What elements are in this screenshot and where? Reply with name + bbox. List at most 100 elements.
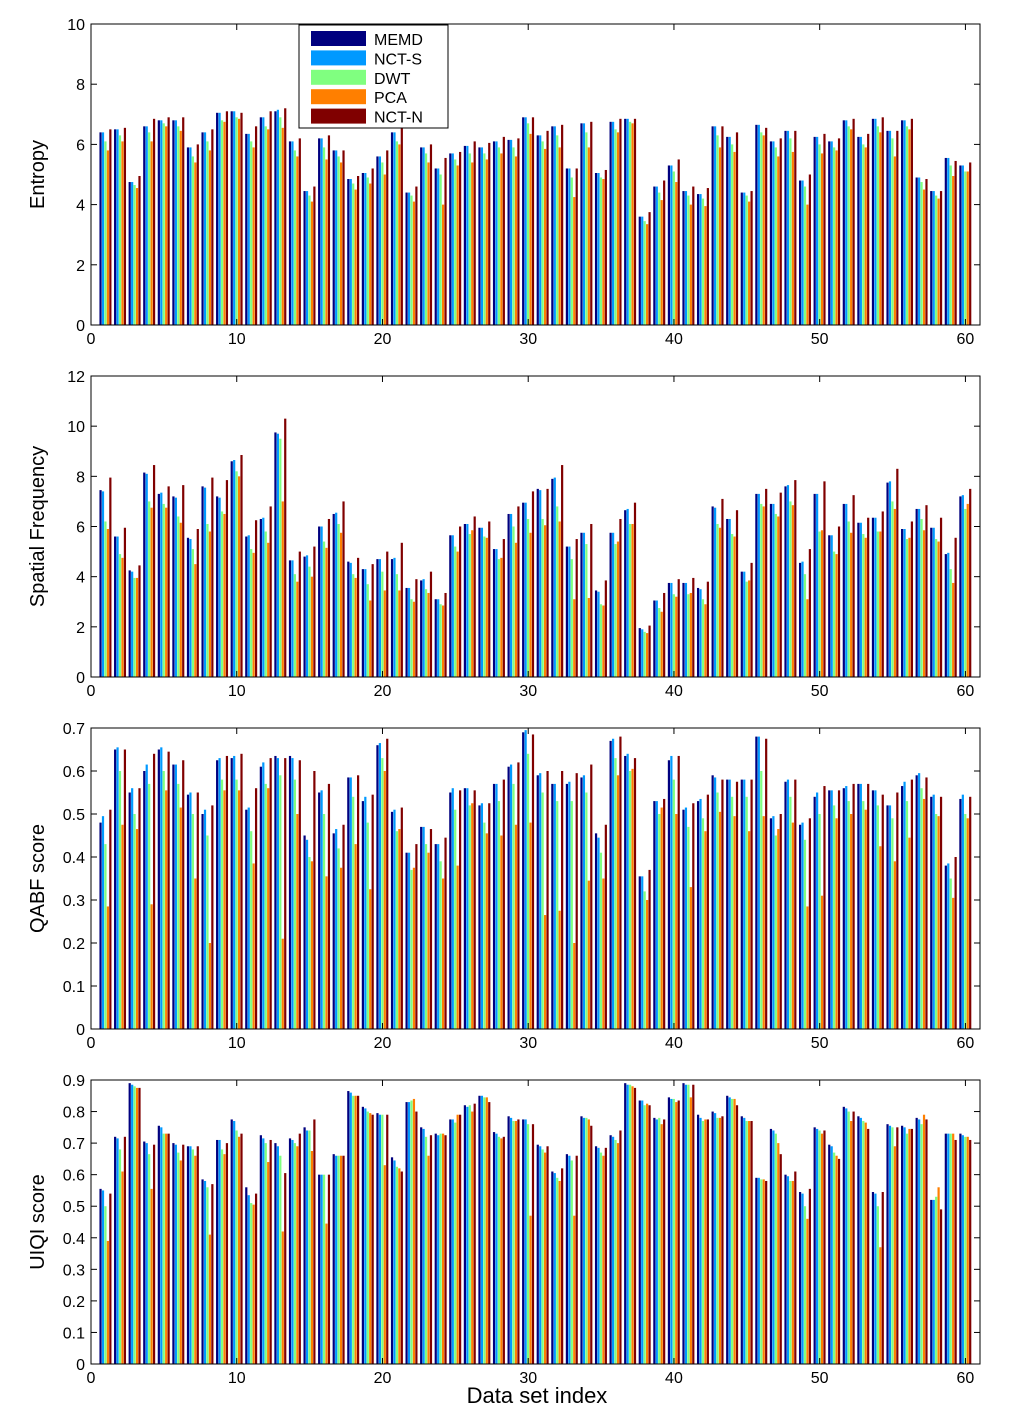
bar-nct-s-58 bbox=[932, 191, 935, 325]
bar-dwt-27 bbox=[483, 1097, 486, 1364]
bar-pca-50 bbox=[820, 1133, 824, 1364]
bar-pca-32 bbox=[558, 521, 561, 677]
bar-pca-6 bbox=[179, 807, 182, 1029]
bar-nct-s-10 bbox=[233, 460, 236, 677]
bar-pca-29 bbox=[514, 1121, 518, 1364]
bar-nct-n-16 bbox=[327, 783, 331, 1029]
bar-nct-n-49 bbox=[808, 549, 811, 677]
bar-pca-4 bbox=[150, 141, 153, 325]
bar-nct-s-30 bbox=[524, 730, 527, 1029]
bar-nct-s-5 bbox=[160, 1127, 163, 1364]
bar-nct-n-59 bbox=[954, 160, 957, 325]
bar-dwt-31 bbox=[541, 792, 544, 1029]
bar-dwt-35 bbox=[599, 1152, 603, 1364]
bar-nct-n-58 bbox=[939, 517, 943, 677]
bar-nct-s-16 bbox=[320, 790, 323, 1029]
bar-nct-s-58 bbox=[932, 794, 935, 1029]
bar-dwt-40 bbox=[672, 1098, 675, 1364]
bar-pca-45 bbox=[748, 201, 751, 325]
bar-dwt-14 bbox=[293, 574, 297, 677]
bar-dwt-39 bbox=[658, 1117, 661, 1364]
bar-nct-n-7 bbox=[196, 144, 199, 325]
bar-nct-n-14 bbox=[298, 138, 301, 325]
bar-dwt-23 bbox=[424, 153, 428, 325]
bar-dwt-44 bbox=[731, 1098, 734, 1364]
bar-pca-37 bbox=[631, 768, 634, 1029]
axes-frame bbox=[90, 1079, 981, 1365]
bar-dwt-39 bbox=[658, 608, 661, 677]
bar-memd-52 bbox=[842, 503, 845, 677]
bars-qabf-score bbox=[99, 730, 972, 1029]
x-tick-label: 40 bbox=[665, 331, 683, 348]
bar-nct-n-30 bbox=[531, 117, 535, 325]
bar-nct-s-29 bbox=[509, 764, 513, 1029]
bar-nct-s-37 bbox=[626, 1084, 629, 1364]
bar-nct-s-54 bbox=[874, 1193, 877, 1364]
bar-dwt-59 bbox=[949, 165, 952, 325]
bar-nct-s-7 bbox=[189, 792, 192, 1029]
bar-pca-15 bbox=[310, 201, 314, 325]
bar-nct-s-19 bbox=[364, 796, 367, 1029]
bar-pca-1 bbox=[106, 529, 109, 677]
bar-nct-n-26 bbox=[473, 790, 476, 1029]
bar-nct-s-38 bbox=[641, 629, 644, 677]
bar-pca-31 bbox=[544, 915, 547, 1029]
bar-pca-40 bbox=[675, 814, 678, 1029]
bar-nct-n-9 bbox=[225, 111, 229, 325]
bar-nct-s-5 bbox=[160, 747, 163, 1029]
bar-pca-59 bbox=[952, 897, 955, 1029]
legend-label-nct-n: NCT-N bbox=[374, 110, 423, 127]
bar-nct-s-36 bbox=[611, 738, 615, 1029]
bar-nct-s-39 bbox=[655, 600, 658, 677]
bar-memd-16 bbox=[318, 792, 321, 1029]
bar-memd-30 bbox=[522, 1119, 525, 1364]
bar-nct-n-2 bbox=[123, 127, 127, 325]
bar-dwt-4 bbox=[148, 1154, 151, 1364]
bar-nct-n-57 bbox=[925, 1119, 928, 1364]
bar-nct-n-25 bbox=[459, 526, 462, 677]
bar-dwt-2 bbox=[118, 1149, 122, 1364]
bar-nct-s-5 bbox=[160, 120, 163, 325]
bar-pca-53 bbox=[864, 1122, 867, 1364]
bar-pca-33 bbox=[573, 197, 576, 325]
bar-nct-s-21 bbox=[393, 1160, 396, 1364]
bar-nct-s-15 bbox=[305, 191, 309, 325]
bar-nct-n-28 bbox=[502, 539, 505, 677]
bar-dwt-48 bbox=[789, 138, 792, 325]
bar-pca-44 bbox=[733, 151, 736, 325]
bar-dwt-1 bbox=[104, 1206, 107, 1364]
bar-memd-2 bbox=[114, 536, 117, 677]
bar-dwt-55 bbox=[891, 138, 894, 325]
bar-nct-n-41 bbox=[692, 803, 695, 1029]
bar-pca-6 bbox=[179, 1160, 182, 1364]
bar-nct-n-30 bbox=[531, 491, 535, 677]
bar-memd-7 bbox=[186, 1146, 190, 1364]
bar-pca-9 bbox=[223, 121, 226, 325]
bar-dwt-32 bbox=[556, 1177, 559, 1364]
bar-dwt-22 bbox=[410, 869, 413, 1029]
legend-swatch-dwt bbox=[311, 69, 366, 85]
bar-memd-37 bbox=[624, 118, 627, 325]
bar-pca-46 bbox=[762, 1179, 765, 1364]
bar-dwt-7 bbox=[191, 156, 194, 325]
bar-memd-11 bbox=[245, 1187, 248, 1364]
bar-memd-45 bbox=[740, 1116, 743, 1364]
bar-pca-48 bbox=[791, 822, 794, 1029]
y-tick-label: 0.6 bbox=[63, 1168, 85, 1185]
bar-memd-53 bbox=[857, 136, 860, 326]
chart-panel-qabf-score: 0 0.1 0.2 0.3 0.4 0.5 0.6 0.7 0 10 20 30 40 50 60 QABF … bbox=[27, 721, 981, 1052]
bar-nct-n-45 bbox=[750, 191, 753, 325]
bar-pca-46 bbox=[762, 506, 765, 677]
bar-dwt-14 bbox=[293, 150, 297, 325]
bar-dwt-42 bbox=[701, 599, 705, 677]
bar-nct-s-51 bbox=[830, 535, 833, 677]
bar-pca-49 bbox=[806, 1218, 809, 1364]
bar-dwt-24 bbox=[439, 861, 442, 1029]
bar-memd-17 bbox=[332, 513, 335, 677]
bar-nct-s-13 bbox=[276, 1146, 279, 1364]
bar-pca-50 bbox=[820, 153, 824, 325]
bar-dwt-24 bbox=[439, 1133, 442, 1364]
bar-dwt-53 bbox=[862, 144, 865, 325]
bar-nct-s-32 bbox=[553, 1173, 556, 1364]
bar-nct-s-11 bbox=[247, 1195, 250, 1364]
